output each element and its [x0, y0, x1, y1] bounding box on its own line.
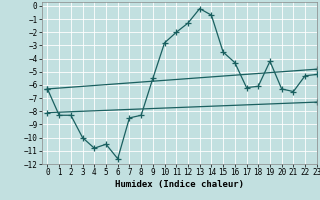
- X-axis label: Humidex (Indice chaleur): Humidex (Indice chaleur): [115, 180, 244, 189]
